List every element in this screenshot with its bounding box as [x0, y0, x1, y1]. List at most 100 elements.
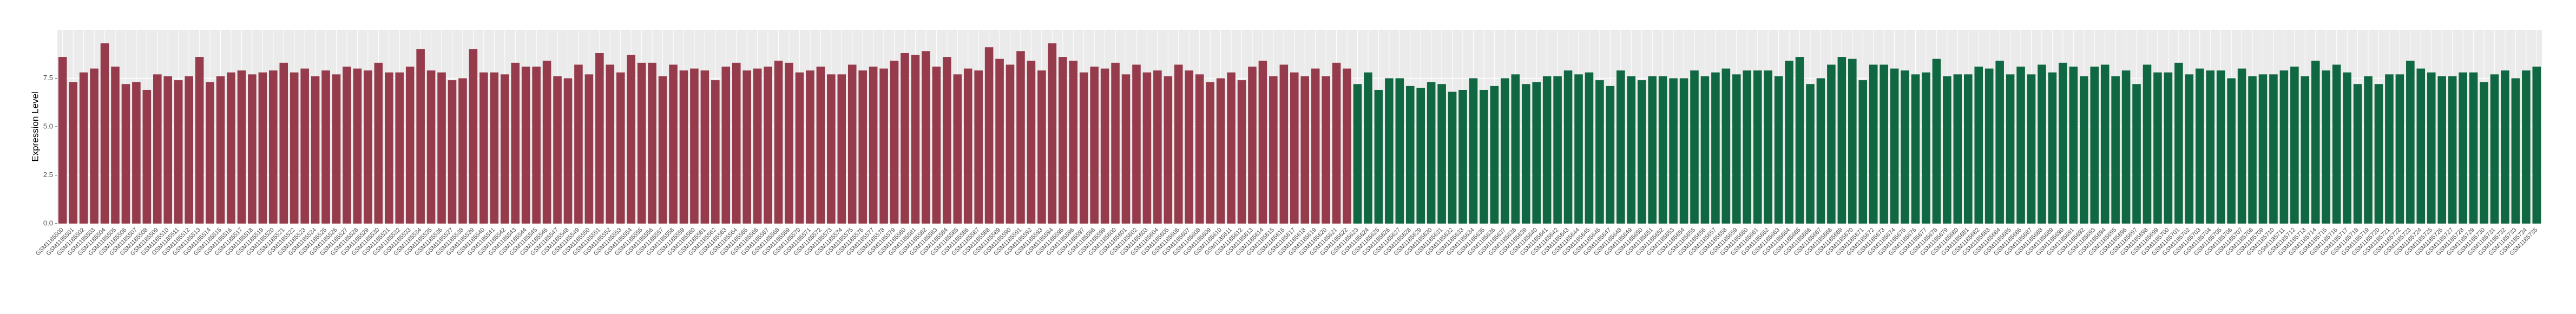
bar: [279, 62, 288, 224]
bar: [1901, 70, 1909, 224]
bar: [248, 74, 257, 224]
bar: [1658, 76, 1667, 224]
bar: [58, 57, 67, 224]
bar: [901, 53, 909, 224]
bar: [448, 80, 457, 224]
bar: [1006, 64, 1015, 224]
bar: [1911, 74, 1920, 224]
bar: [1111, 62, 1120, 224]
bar: [2069, 67, 2078, 224]
bar: [1290, 72, 1299, 224]
bar: [2343, 72, 2351, 224]
bar: [269, 70, 278, 224]
bar: [1132, 64, 1141, 224]
bar: [1311, 68, 1320, 224]
y-axis-label: Expression Level: [30, 91, 40, 161]
bar: [2079, 76, 2088, 224]
bar: [1353, 84, 1362, 224]
bar: [2459, 72, 2467, 224]
bar: [879, 68, 888, 224]
bar: [1490, 86, 1499, 224]
bar: [2311, 61, 2320, 224]
bar: [532, 67, 541, 224]
bar: [2111, 76, 2120, 224]
bar: [100, 43, 109, 224]
bar: [374, 62, 383, 224]
bar: [1690, 70, 1699, 224]
bar: [1585, 72, 1594, 224]
y-tick-label: 0.0: [43, 219, 53, 227]
bar: [563, 78, 573, 224]
bar: [1195, 74, 1204, 224]
bar: [2374, 84, 2383, 224]
bar: [174, 80, 183, 224]
bar: [2016, 67, 2025, 224]
bar: [1553, 76, 1562, 224]
bar: [1343, 68, 1351, 224]
bar: [995, 58, 1004, 224]
bar: [216, 76, 225, 224]
bar: [321, 70, 330, 224]
bar: [922, 51, 930, 224]
bar: [1469, 78, 1478, 224]
bar: [1185, 70, 1194, 224]
bar: [1795, 57, 1804, 224]
bar: [1364, 72, 1372, 224]
bar: [426, 70, 436, 224]
bar: [1206, 82, 1214, 224]
bar: [1027, 61, 1036, 224]
bar: [1237, 80, 1246, 224]
bar: [1932, 58, 1941, 224]
bar: [2174, 62, 2183, 224]
bar: [111, 67, 120, 224]
bar: [1943, 76, 1951, 224]
bar: [984, 47, 994, 224]
bar: [2006, 74, 2015, 224]
bar: [469, 49, 478, 224]
bar: [1521, 84, 1530, 224]
bar: [1048, 43, 1057, 224]
bar: [1416, 88, 1425, 224]
bar: [974, 70, 983, 224]
bar: [395, 72, 404, 224]
bar: [553, 76, 562, 224]
bar: [1427, 82, 1436, 224]
bar: [2206, 70, 2214, 224]
bar: [753, 68, 762, 224]
bar: [405, 67, 415, 224]
bar: [742, 70, 751, 224]
bar: [332, 74, 341, 224]
bar: [1458, 89, 1467, 224]
bar: [1753, 70, 1762, 224]
bar: [2227, 78, 2236, 224]
bar: [1279, 64, 1289, 224]
bar: [258, 72, 267, 224]
bar: [732, 62, 741, 224]
bar: [142, 89, 152, 224]
bar: [521, 67, 530, 224]
bar: [458, 78, 467, 224]
bar: [1827, 64, 1836, 224]
bar: [1869, 64, 1878, 224]
bar: [311, 76, 320, 224]
bar: [1269, 76, 1278, 224]
bar: [1448, 91, 1457, 224]
bar: [690, 68, 699, 224]
bar: [2143, 64, 2152, 224]
bar: [584, 74, 594, 224]
bar: [1616, 70, 1625, 224]
bar: [1595, 80, 1604, 224]
bar: [1743, 70, 1752, 224]
bar: [1679, 78, 1688, 224]
bar: [2258, 74, 2268, 224]
bar: [1648, 76, 1657, 224]
bar: [1542, 76, 1552, 224]
bar: [637, 62, 646, 224]
bar: [1322, 76, 1330, 224]
bar: [595, 53, 604, 224]
bar: [2416, 68, 2426, 224]
bar: [2279, 70, 2289, 224]
bar: [227, 72, 235, 224]
bar: [2195, 68, 2204, 224]
